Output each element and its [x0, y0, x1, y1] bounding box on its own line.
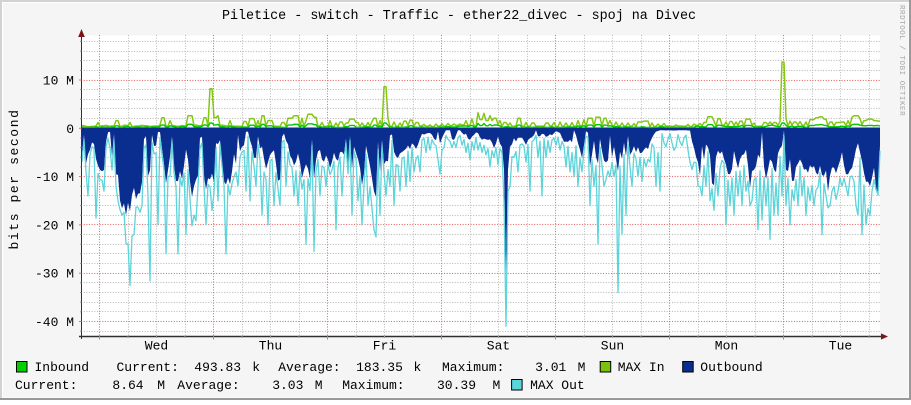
svg-text:8.64: 8.64	[112, 378, 143, 393]
svg-text:Outbound: Outbound	[700, 360, 762, 375]
svg-text:Thu: Thu	[259, 339, 282, 354]
svg-text:k: k	[252, 360, 260, 375]
svg-text:Inbound: Inbound	[35, 360, 90, 375]
svg-text:Sat: Sat	[487, 339, 510, 354]
svg-text:10 M: 10 M	[43, 74, 74, 89]
svg-text:Tue: Tue	[829, 339, 852, 354]
svg-text:3.01: 3.01	[535, 360, 566, 375]
svg-text:Wed: Wed	[145, 339, 168, 354]
svg-text:0: 0	[66, 122, 74, 137]
svg-text:-30 M: -30 M	[35, 267, 74, 282]
svg-text:3.03: 3.03	[272, 378, 303, 393]
svg-text:Maximum:: Maximum:	[442, 360, 504, 375]
svg-text:-40 M: -40 M	[35, 315, 74, 330]
svg-text:Current:: Current:	[117, 360, 179, 375]
svg-text:183.35: 183.35	[356, 360, 403, 375]
svg-text:493.83: 493.83	[194, 360, 241, 375]
svg-text:MAX Out: MAX Out	[530, 378, 585, 393]
svg-text:bits per second: bits per second	[7, 108, 22, 249]
svg-text:-20 M: -20 M	[35, 218, 74, 233]
svg-text:Fri: Fri	[373, 339, 397, 354]
svg-text:Average:: Average:	[177, 378, 239, 393]
svg-text:M: M	[157, 378, 165, 393]
svg-text:30.39: 30.39	[437, 378, 476, 393]
svg-text:Sun: Sun	[601, 339, 624, 354]
svg-text:Mon: Mon	[715, 339, 738, 354]
svg-text:Average:: Average:	[278, 360, 340, 375]
svg-text:M: M	[315, 378, 323, 393]
svg-text:Maximum:: Maximum:	[342, 378, 404, 393]
svg-text:RRDTOOL / TOBI OETIKER: RRDTOOL / TOBI OETIKER	[897, 5, 905, 116]
svg-text:Piletice - switch - Traffic -: Piletice - switch - Traffic - ether22_di…	[222, 9, 696, 24]
svg-text:-10 M: -10 M	[35, 170, 74, 185]
svg-text:M: M	[578, 360, 586, 375]
svg-text:M: M	[493, 378, 501, 393]
svg-text:k: k	[414, 360, 422, 375]
svg-text:Current:: Current:	[15, 378, 77, 393]
svg-text:MAX In: MAX In	[618, 360, 665, 375]
